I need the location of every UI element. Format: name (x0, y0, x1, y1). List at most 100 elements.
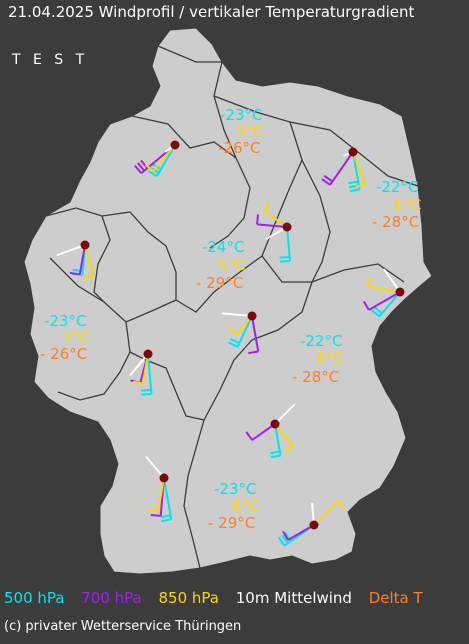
temp-850-label: 3°C (62, 328, 90, 346)
wind-barb-station (321, 147, 366, 193)
wind-barb-shaft (147, 353, 153, 394)
delta-t-label: - 28°C (292, 368, 339, 386)
wind-barb-shaft (274, 403, 296, 425)
wind-barb-shaft (286, 226, 291, 261)
temp-500-label: -23°C (214, 480, 256, 498)
wind-barbs-layer (56, 140, 405, 547)
wind-barb-feather (147, 170, 158, 178)
wind-barb-shaft (274, 423, 282, 456)
wind-barb-station (256, 202, 292, 263)
delta-t-label: -26°C (218, 139, 260, 157)
legend: 500 hPa 700 hPa 850 hPa 10m Mittelwind D… (4, 589, 435, 607)
wind-barb-feather (150, 513, 161, 517)
station-marker (170, 140, 180, 150)
temp-500-label: -23°C (44, 312, 86, 330)
wind-barb-feather (263, 202, 271, 212)
wind-barb-shaft (383, 268, 401, 293)
temp-850-label: 5°C (218, 256, 246, 274)
wind-barb-shaft (156, 144, 176, 177)
temp-850-label: 6°C (232, 497, 260, 515)
wind-barb-feather (321, 178, 331, 186)
map-subtitle: T E S T (12, 52, 89, 68)
wind-barb-feather (83, 274, 94, 280)
wind-barb-feather (284, 444, 294, 453)
temp-500-label: -22°C (376, 178, 418, 196)
germany-outline (23, 27, 433, 575)
wind-barb-feather (371, 309, 381, 318)
wind-barb-shaft (222, 312, 253, 317)
wind-barb-shaft (368, 291, 401, 311)
wind-barb-station (277, 500, 346, 547)
wind-barb-feather (269, 450, 281, 455)
station-marker (270, 419, 280, 429)
map-title: 21.04.2025 Windprofil / vertikaler Tempe… (8, 3, 415, 21)
wind-barb-feather (354, 183, 365, 189)
legend-10m-wind: 10m Mittelwind (235, 589, 352, 607)
wind-barb-shaft (56, 244, 86, 257)
wind-barb-shaft (251, 423, 276, 441)
wind-barb-shaft (157, 477, 165, 512)
legend-delta-t: Delta T (368, 589, 423, 607)
wind-barb-feather (161, 518, 172, 523)
wind-barb-shaft (78, 244, 86, 275)
station-marker (159, 473, 169, 483)
wind-barb-feather (348, 180, 359, 185)
wind-barb-feather (132, 380, 143, 385)
station-marker (282, 222, 292, 232)
state-borders (45, 45, 419, 569)
wind-barb-feather (140, 159, 149, 169)
wind-barb-feather (144, 163, 154, 172)
wind-barb-station (145, 455, 173, 523)
wind-barb-shaft (163, 477, 173, 520)
temp-label-group-5: -22°C 6°C - 28°C (292, 332, 344, 386)
wind-barb-shaft (145, 455, 165, 479)
station-marker (247, 311, 257, 321)
wind-barb-feather (337, 500, 346, 509)
wind-barb-feather (245, 431, 253, 441)
wind-barb-station (362, 268, 405, 318)
wind-barb-feather (367, 276, 372, 287)
temp-500-label: -22°C (300, 332, 342, 350)
legend-500-hpa: 500 hPa (4, 589, 65, 607)
wind-barb-shaft (257, 223, 288, 228)
wind-barb-shaft (274, 423, 294, 447)
wind-barb-station (245, 403, 296, 459)
wind-barb-shaft (368, 285, 401, 293)
wind-barb-feather (349, 188, 360, 193)
wind-barb-feather (279, 259, 291, 263)
delta-t-label: - 28°C (372, 213, 419, 231)
wind-barb-shaft (251, 315, 260, 352)
wind-barb-shaft (352, 151, 361, 190)
wind-barb-feather (160, 514, 171, 519)
wind-barb-shaft (129, 353, 149, 377)
wind-barb-feather (134, 164, 143, 174)
legend-850-hpa: 850 hPa (158, 589, 219, 607)
wind-barb-feather (281, 534, 289, 544)
wind-barb-station (222, 311, 260, 355)
wind-barb-shaft (263, 210, 288, 228)
wind-barb-feather (373, 306, 383, 315)
station-marker (309, 520, 319, 530)
wind-barb-feather (148, 508, 159, 513)
wind-barb-feather (362, 300, 370, 311)
wind-barb-feather (282, 530, 289, 541)
station-marker (348, 147, 358, 157)
wind-barb-feather (141, 392, 152, 396)
wind-barb-feather (270, 454, 281, 459)
wind-barb-station (56, 240, 95, 280)
temp-label-group-2: -22°C 6°C - 28°C (372, 178, 422, 231)
station-marker (143, 349, 153, 359)
wind-barb-feather (279, 255, 290, 259)
wind-barb-feather (256, 214, 259, 225)
wind-barb-feather (323, 174, 333, 183)
wind-barb-shaft (84, 244, 95, 277)
station-marker (80, 240, 90, 250)
wind-barb-feather (277, 536, 286, 547)
wind-barb-shaft (287, 524, 315, 541)
delta-t-label: - 29°C (208, 514, 255, 532)
wind-barb-shaft (352, 151, 366, 185)
temp-850-label: 6°C (316, 349, 344, 367)
wind-barb-feather (228, 327, 238, 336)
temp-500-label: -23°C (220, 106, 262, 124)
